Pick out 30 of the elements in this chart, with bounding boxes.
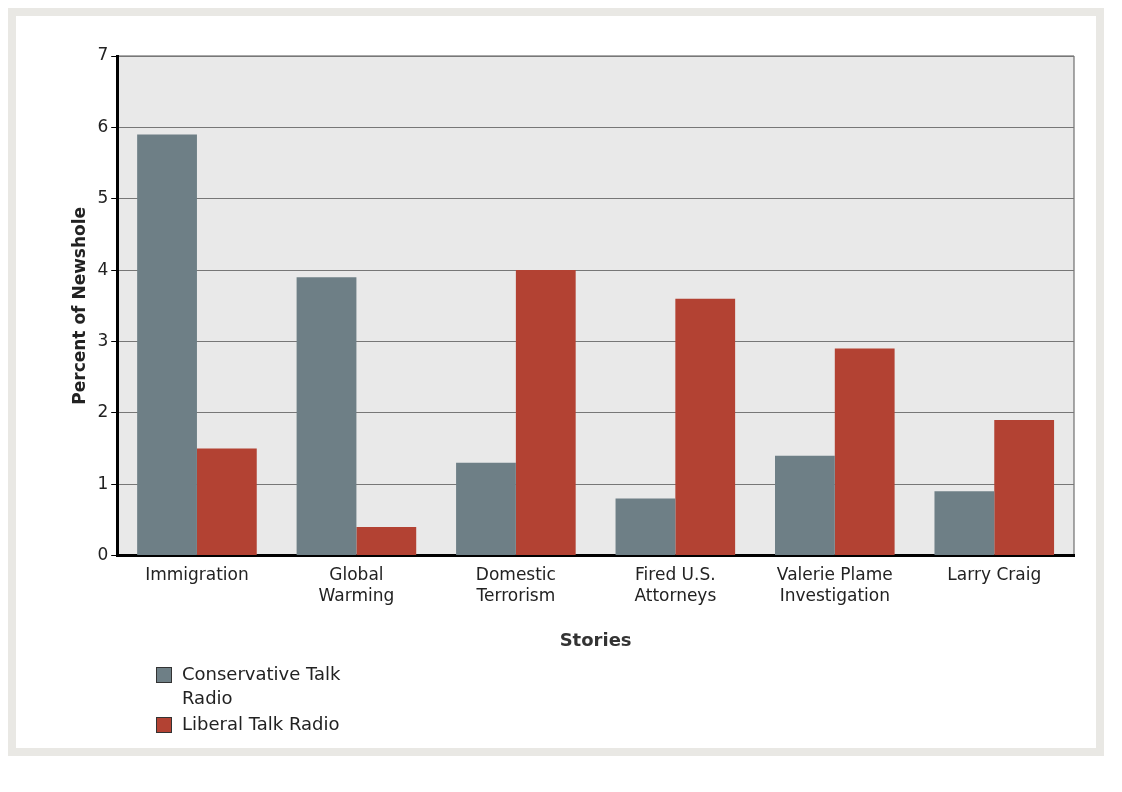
legend-label: Liberal Talk Radio xyxy=(182,712,340,736)
x-tick-label: Valerie Plame Investigation xyxy=(776,564,893,605)
bar xyxy=(515,270,576,556)
y-tick-label: 2 xyxy=(97,401,109,422)
bar xyxy=(296,277,357,556)
bar xyxy=(675,298,736,556)
bar xyxy=(456,462,516,556)
y-tick-label: 7 xyxy=(97,44,109,65)
y-tick-label: 0 xyxy=(97,544,109,565)
x-axis-title: Stories xyxy=(559,628,632,650)
x-tick-label: Fired U.S. Attorneys xyxy=(634,564,717,605)
bar xyxy=(356,527,417,556)
bar xyxy=(834,348,895,556)
legend-label: Conservative Talk Radio xyxy=(182,662,342,710)
x-tick-label: Global Warming xyxy=(318,564,395,605)
bar xyxy=(934,491,995,556)
x-tick-label: Domestic Terrorism xyxy=(475,564,556,605)
x-tick-label: Immigration xyxy=(145,564,249,585)
bar xyxy=(137,134,197,556)
bar xyxy=(775,455,835,556)
bar xyxy=(615,498,676,556)
y-tick-label: 5 xyxy=(97,187,109,208)
y-tick-label: 3 xyxy=(97,329,109,350)
y-tick-label: 1 xyxy=(97,472,109,493)
bar xyxy=(994,419,1055,556)
y-tick-label: 6 xyxy=(97,115,109,136)
y-tick-label: 4 xyxy=(97,258,109,279)
x-tick-label: Larry Craig xyxy=(947,564,1042,585)
y-axis-title: Percent of Newshole xyxy=(68,206,89,405)
bar xyxy=(196,448,257,556)
